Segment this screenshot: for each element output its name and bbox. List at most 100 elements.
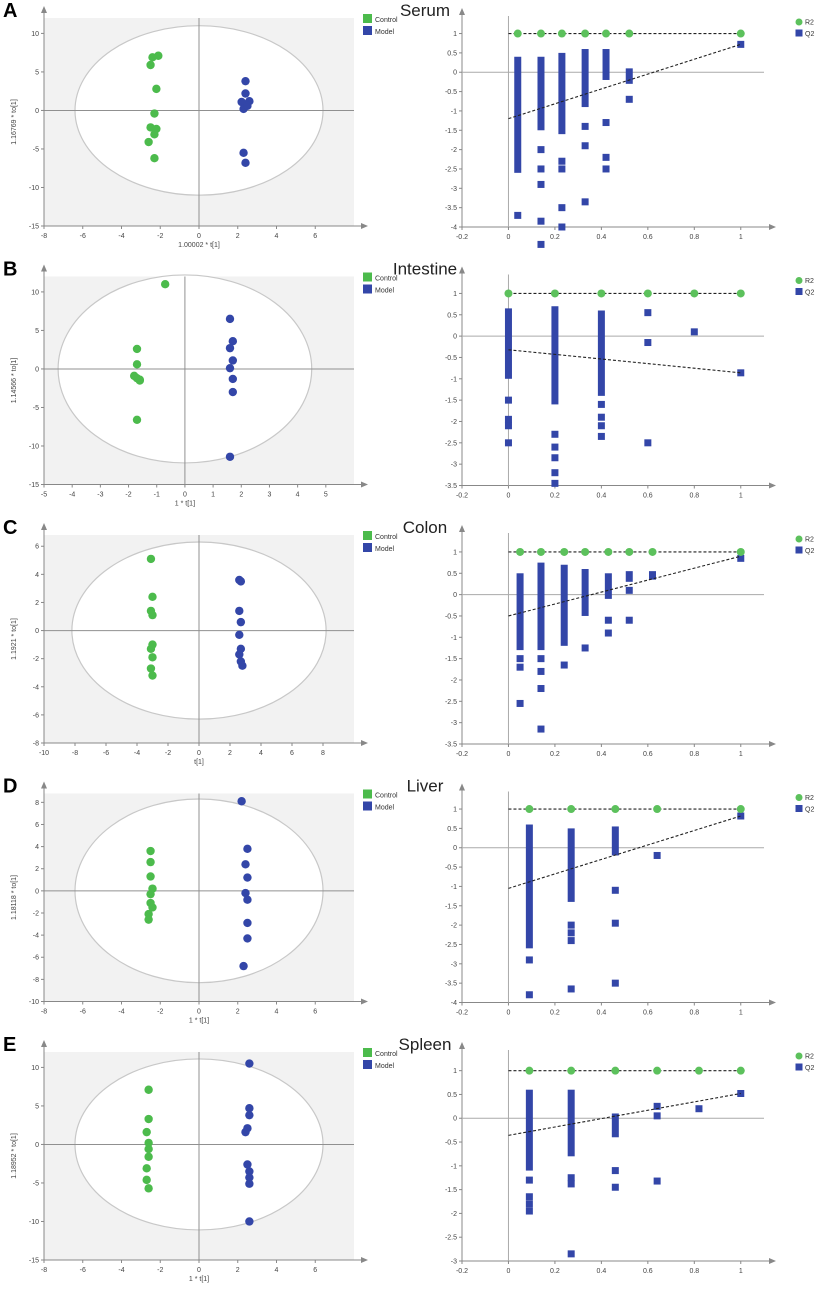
x-tick-label: 0.8: [689, 1010, 699, 1017]
y-tick-label: -15: [29, 482, 39, 489]
y-tick-label: 0: [453, 334, 457, 341]
y-axis-arrow: [41, 264, 47, 272]
x-tick-label: -2: [125, 492, 131, 499]
r2-point: [736, 805, 745, 814]
y-tick-label: 10: [31, 31, 39, 38]
y-tick-label: 1: [453, 807, 457, 814]
q2-permutation-column: [567, 1089, 575, 1157]
legend-label-r2: R2: [805, 1054, 814, 1061]
y-tick-label: -1: [451, 1163, 457, 1170]
panel-b: B Intestine-5 -4 -3 -2 -1 0 1 2 3 4 5-15-10-505101 …: [3, 259, 814, 508]
q2-permutation-column: [551, 306, 559, 405]
model-point: [235, 630, 244, 639]
q2-point: [737, 40, 745, 48]
x-tick-label: 0.4: [597, 1010, 607, 1017]
q2-permutation-column: [597, 310, 605, 396]
y-tick-label: 6: [35, 822, 39, 829]
y-tick-label: -1.5: [445, 1187, 457, 1194]
y-tick-label: -4: [33, 933, 39, 940]
x-tick-label: -4: [118, 233, 124, 240]
model-point: [241, 860, 250, 869]
y-tick-label: -10: [29, 443, 39, 450]
r2-point: [557, 29, 566, 38]
permutation-plot: -0.2 0 0.2 0.4 0.6 0.8 1 -4 -3.5 -3 -2.5 -2 -1.5 -1 -0…: [445, 8, 814, 248]
y-tick-label: 0: [35, 888, 39, 895]
y-tick-label: 1: [453, 1068, 457, 1075]
panel-title: Intestine: [393, 260, 457, 279]
q2-point: [602, 165, 610, 173]
legend-swatch-r2: [795, 794, 803, 801]
y-tick-label: -2: [451, 419, 457, 426]
r2-point: [525, 1066, 534, 1075]
r2-point: [536, 547, 545, 556]
y-tick-label: 2: [35, 600, 39, 607]
control-point: [144, 1152, 153, 1161]
y-tick-label: -2.5: [445, 1235, 457, 1242]
control-point: [142, 1164, 151, 1173]
model-point: [243, 844, 252, 854]
x-tick-label: -0.2: [456, 1268, 468, 1275]
x-axis-label: 1.00002 * t[1]: [178, 242, 220, 249]
r2-point: [736, 1066, 745, 1075]
y-tick-label: -0.5: [445, 89, 457, 96]
legend-label-model: Model: [375, 805, 395, 812]
y-tick-label: -1.5: [445, 398, 457, 405]
x-tick-label: 0.2: [550, 234, 560, 241]
y-tick-label: -10: [29, 185, 39, 192]
permutation-plot: -0.2 0 0.2 0.4 0.6 0.8 1 -3.5 -3 -2.5 -2 -1.5 -1 -0.5…: [445, 525, 814, 758]
r2-point: [625, 29, 634, 38]
control-point: [144, 1144, 153, 1154]
r2-point: [653, 1066, 662, 1075]
q2-point: [551, 479, 559, 487]
x-tick-label: 0.6: [643, 751, 653, 758]
q2-permutation-column: [516, 573, 524, 651]
q2-permutation-column: [525, 1089, 533, 1171]
y-tick-label: -2.5: [445, 699, 457, 706]
model-point: [243, 895, 252, 904]
x-tick-label: -10: [39, 750, 49, 757]
r2-point: [736, 547, 745, 556]
q2-point: [551, 469, 559, 477]
x-tick-label: 2: [236, 1267, 240, 1274]
q2-point: [567, 985, 575, 993]
model-point: [225, 343, 235, 353]
y-tick-label: 0: [35, 628, 39, 635]
control-point: [148, 610, 157, 620]
x-tick-label: 0: [197, 1009, 201, 1016]
x-tick-label: 2: [236, 233, 240, 240]
y-tick-label: -3: [451, 1259, 457, 1266]
legend-swatch-q2: [795, 546, 803, 554]
q2-permutation-column: [611, 1113, 619, 1138]
y-tick-label: -10: [29, 999, 39, 1006]
y-tick-label: -2: [451, 677, 457, 684]
q2-point: [504, 439, 512, 447]
legend-swatch-model: [363, 801, 372, 811]
legend-label-q2: Q2: [805, 807, 814, 814]
q2-permutation-column: [514, 56, 522, 173]
score-plot: -8 -6 -4 -2 0 2 4 6 -15 -10 -5 0 5 10 1 * t[1] 1.18952 …: [11, 1040, 398, 1283]
q2-permutation-column: [504, 308, 512, 379]
q2-point: [516, 699, 524, 707]
q2-point: [516, 655, 524, 663]
y-tick-label: 0: [35, 1142, 39, 1149]
y-tick-label: 0.5: [447, 312, 457, 319]
y-tick-label: -0.5: [445, 355, 457, 362]
x-tick-label: 0.4: [597, 493, 607, 500]
y-tick-label: -0.5: [445, 1140, 457, 1147]
legend-swatch-r2: [795, 535, 803, 543]
q2-point: [737, 369, 745, 377]
y-tick-label: -0.5: [445, 865, 457, 872]
r2-point: [611, 805, 620, 814]
q2-point: [567, 921, 575, 929]
legend-label-q2: Q2: [805, 548, 814, 555]
y-tick-label: -3: [451, 720, 457, 727]
x-tick-label: -0.2: [456, 493, 468, 500]
q2-point: [567, 929, 575, 937]
y-tick-label: -3.5: [445, 483, 457, 490]
legend-label-control: Control: [375, 793, 398, 800]
legend-label-r2: R2: [805, 20, 814, 27]
y-tick-label: 4: [35, 844, 39, 851]
model-point: [243, 918, 252, 928]
y-axis-arrow: [459, 783, 465, 791]
